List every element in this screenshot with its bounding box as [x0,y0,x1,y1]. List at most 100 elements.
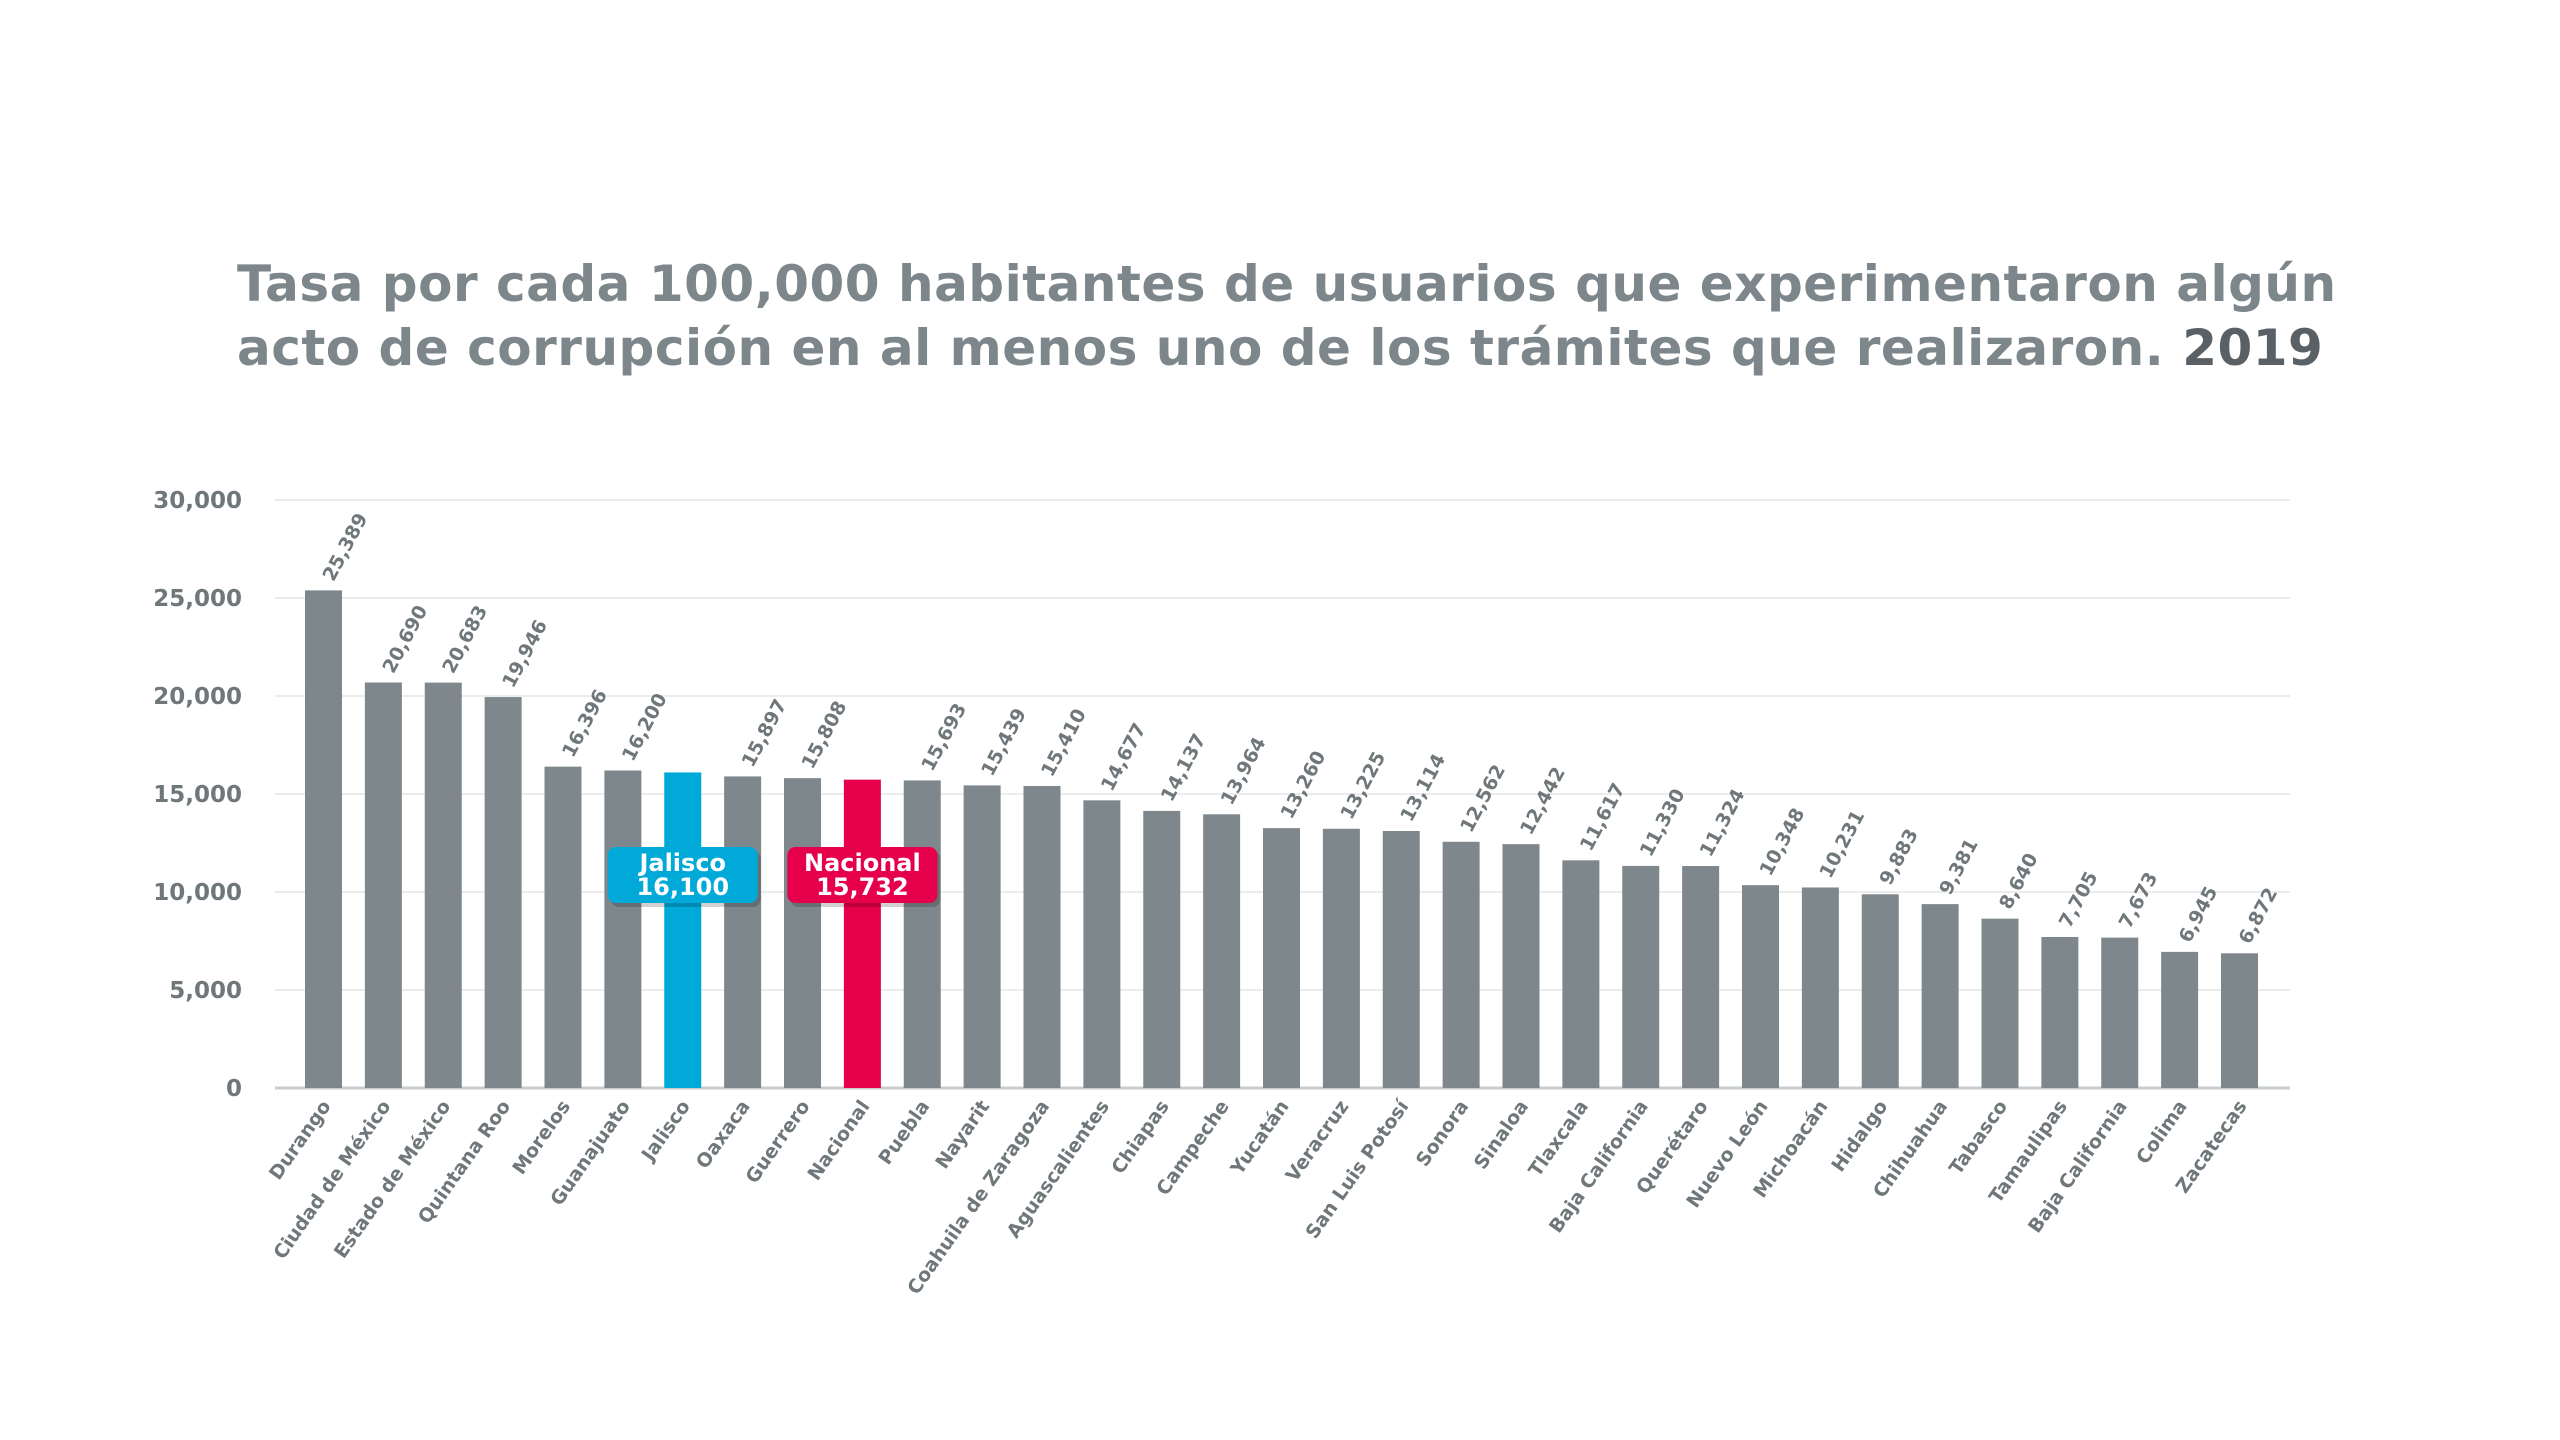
x-tick-label: Colima [2132,1096,2192,1168]
chart-title-year: 2019 [2182,319,2324,377]
data-label: 10,231 [1815,807,1869,882]
data-label: 19,946 [498,616,552,691]
data-label: 25,389 [318,510,372,585]
badge-background [607,847,758,903]
y-tick-label: 20,000 [153,684,242,710]
bar [1562,860,1600,1088]
bar [424,682,462,1088]
bar [1023,785,1061,1088]
bar [843,779,881,1088]
bar [604,770,642,1088]
bar [1981,918,2019,1088]
bar [1742,885,1779,1088]
x-tick-label: Tabasco [1945,1096,2012,1179]
bar [1322,828,1360,1088]
data-label: 15,897 [738,696,792,771]
badge-name: Nacional [804,849,921,877]
data-label: 20,683 [438,602,492,677]
data-label: 15,439 [977,705,1031,780]
data-label: 12,562 [1456,761,1510,836]
data-label: 6,872 [2234,884,2282,947]
bar [1622,865,1660,1088]
chart-title-line2: acto de corrupción en al menos uno de lo… [237,319,2165,377]
x-tick-label: Estado de México [330,1096,456,1262]
bar [2101,937,2139,1088]
data-label: 13,225 [1336,748,1390,823]
data-label: 16,200 [618,690,672,765]
y-tick-label: 30,000 [153,488,242,514]
x-tick-label: Oaxaca [692,1096,755,1173]
x-tick-label: Chiapas [1107,1096,1174,1178]
bar [1921,904,1959,1088]
bar [1861,894,1899,1088]
bar [664,772,702,1088]
bar [903,780,941,1088]
x-tick-label: Ciudad de México [269,1096,395,1263]
bar [1682,866,1720,1088]
x-tick-label: Morelos [508,1096,575,1178]
bar [1801,887,1839,1088]
badge-value: 15,732 [816,873,909,901]
y-tick-label: 0 [226,1076,242,1102]
bar [1382,830,1420,1088]
data-label: 13,114 [1396,750,1450,825]
data-label: 7,705 [2055,868,2103,931]
x-tick-label: Sonora [1412,1096,1473,1170]
x-tick-label: Jalisco [636,1096,694,1166]
y-tick-label: 25,000 [153,586,242,612]
y-tick-label: 10,000 [153,880,242,906]
data-label: 15,410 [1037,705,1091,780]
bar [1083,800,1121,1088]
data-label: 9,883 [1875,825,1923,888]
bar [2161,951,2199,1088]
x-tick-label: San Luis Potosí [1301,1095,1414,1243]
bar [1502,844,1540,1088]
data-label: 16,396 [558,686,612,761]
x-tick-label: Puebla [874,1096,934,1169]
bar [724,776,762,1088]
x-tick-label: Nayarit [931,1096,994,1173]
bar [1263,828,1300,1088]
x-tick-label: Hidalgo [1827,1096,1892,1176]
data-label: 11,324 [1696,785,1750,860]
bar [1442,841,1480,1088]
chart-title: Tasa por cada 100,000 habitantes de usua… [237,252,2337,380]
bar [544,766,582,1088]
data-label: 12,442 [1516,763,1570,838]
data-label: 13,260 [1276,747,1330,822]
data-label: 11,617 [1576,780,1630,855]
y-axis-ticks: 0 5,000 10,000 15,000 20,000 25,000 30,000 [153,488,242,1102]
badge-value: 16,100 [636,873,729,901]
bar [1143,810,1181,1088]
chart-title-line1: Tasa por cada 100,000 habitantes de usua… [237,255,2337,313]
data-label: 13,964 [1217,734,1271,809]
bar [963,785,1001,1088]
data-label: 15,693 [917,700,971,775]
y-tick-label: 15,000 [153,782,242,808]
x-tick-label: Tlaxcala [1524,1096,1592,1181]
data-label: 10,348 [1755,804,1809,879]
badge-name: Jalisco [637,849,726,877]
data-label: 20,690 [378,602,432,677]
data-label: 11,330 [1636,785,1690,860]
bars [305,590,2258,1088]
bar [784,778,821,1088]
bar [2221,953,2258,1088]
x-tick-label: Aguascalientes [1003,1096,1114,1242]
data-label: 8,640 [1995,850,2043,913]
x-tick-label: Yucatán [1226,1096,1294,1179]
y-tick-label: 5,000 [169,978,242,1004]
data-label: 15,808 [797,697,851,772]
bar [1203,814,1241,1088]
bar [364,682,402,1088]
badge-background [787,847,938,903]
data-label: 9,381 [1935,835,1983,898]
bar [305,590,342,1088]
bar [2041,936,2079,1088]
